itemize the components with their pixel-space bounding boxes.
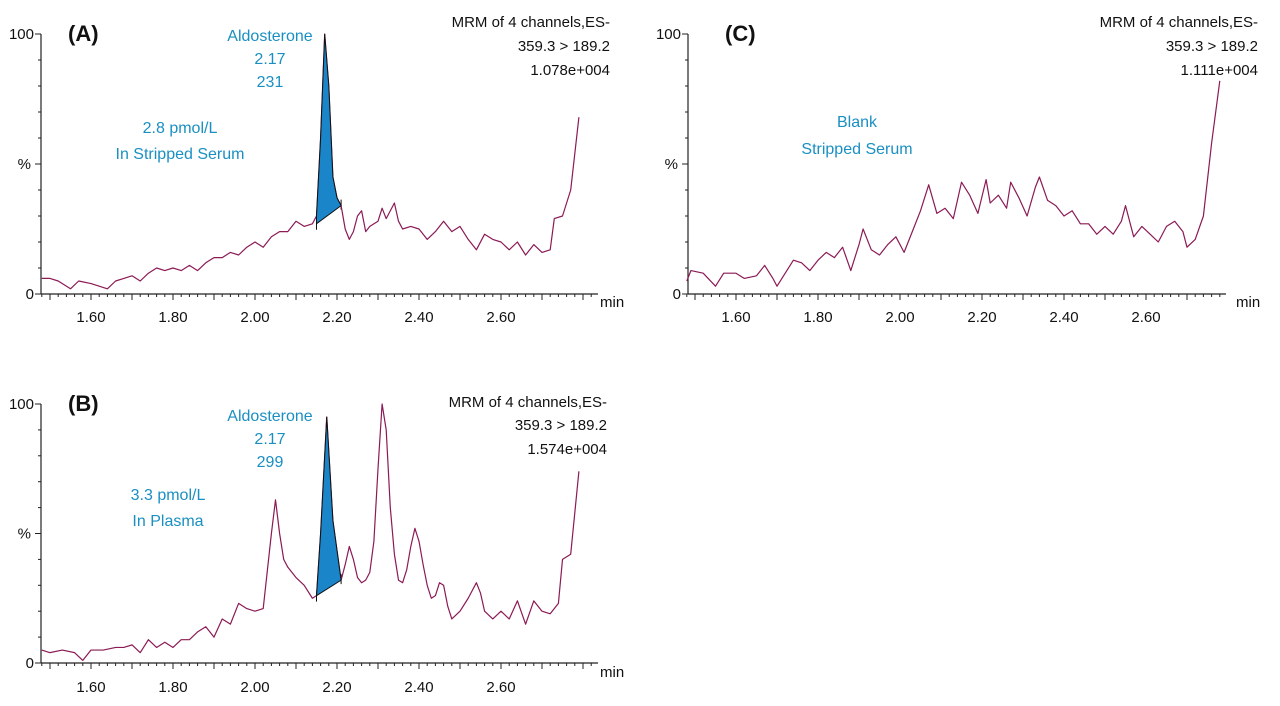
header-line: 359.3 > 189.2 — [515, 417, 607, 434]
header-line: MRM of 4 channels,ES- — [449, 394, 607, 411]
x-axis-label: min — [600, 664, 624, 681]
x-tick-label: 2.00 — [240, 309, 269, 326]
sample-annotation: In Plasma — [132, 513, 203, 530]
x-tick-label: 1.80 — [158, 309, 187, 326]
chromatogram-trace — [41, 403, 580, 662]
panel-title: (A) — [68, 21, 99, 46]
sample-annotation: 2.8 pmol/L — [143, 120, 218, 137]
sample-annotation: Stripped Serum — [801, 141, 912, 158]
x-axis-label: min — [1236, 294, 1260, 311]
x-tick-label: 2.20 — [322, 309, 351, 326]
sample-annotation: Blank — [837, 114, 878, 131]
header-line: MRM of 4 channels,ES- — [452, 14, 610, 31]
peak-label: 2.17 — [254, 431, 285, 448]
panel-title: (B) — [68, 391, 99, 416]
y-tick-label-100: 100 — [9, 396, 34, 413]
header-line: MRM of 4 channels,ES- — [1100, 14, 1258, 31]
sample-annotation: 3.3 pmol/L — [131, 487, 206, 504]
y-tick-label-100: 100 — [656, 26, 681, 43]
x-tick-label: 1.60 — [76, 309, 105, 326]
peak-label: 231 — [257, 74, 284, 91]
panel-title: (C) — [725, 21, 756, 46]
x-tick-label: 2.40 — [404, 309, 433, 326]
peak-label: Aldosterone — [227, 28, 312, 45]
y-axis-label: % — [665, 156, 678, 173]
y-tick-label-0: 0 — [26, 286, 34, 303]
header-line: 1.078e+004 — [530, 62, 610, 79]
header-line: 1.574e+004 — [527, 441, 607, 458]
header-line: 359.3 > 189.2 — [1166, 38, 1258, 55]
x-tick-label: 2.60 — [486, 309, 515, 326]
y-tick-label-0: 0 — [673, 286, 681, 303]
x-tick-label: 2.40 — [1049, 309, 1078, 326]
x-tick-label: 2.60 — [486, 679, 515, 696]
x-tick-label: 1.80 — [158, 679, 187, 696]
integrated-peak-area — [316, 33, 342, 225]
x-tick-label: 2.40 — [404, 679, 433, 696]
y-tick-label-100: 100 — [9, 26, 34, 43]
panel-c: 1.60 1.80 2.00 2.20 2.40 2.60 100 0% min (C) MRM o… — [656, 14, 1260, 326]
header-line: 1.111e+004 — [1181, 62, 1258, 79]
y-axis-label: % — [18, 526, 31, 543]
peak-label: 2.17 — [254, 51, 285, 68]
x-tick-label: 1.80 — [803, 309, 832, 326]
x-tick-label: 1.60 — [76, 679, 105, 696]
integrated-peak-area — [315, 416, 342, 597]
x-tick-label: 1.60 — [721, 309, 750, 326]
x-axis-label: min — [600, 294, 624, 311]
panel-b: 1.60 1.80 2.00 2.20 2.40 2.60 100 0% min (B) MRM o… — [9, 391, 624, 696]
x-tick-label: 2.20 — [322, 679, 351, 696]
x-tick-label: 2.20 — [967, 309, 996, 326]
chromatogram-trace — [686, 80, 1221, 287]
panel-a: 1.60 1.80 2.00 2.20 2.40 2.60 100 0% min (A) MRM o… — [9, 14, 624, 326]
y-tick-label-0: 0 — [26, 655, 34, 672]
header-line: 359.3 > 189.2 — [518, 38, 610, 55]
x-tick-label: 2.60 — [1131, 309, 1160, 326]
peak-label: Aldosterone — [227, 408, 312, 425]
x-tick-label: 2.00 — [240, 679, 269, 696]
y-axis-label: % — [18, 156, 31, 173]
x-tick-label: 2.00 — [885, 309, 914, 326]
peak-label: 299 — [257, 454, 284, 471]
sample-annotation: In Stripped Serum — [116, 146, 245, 163]
